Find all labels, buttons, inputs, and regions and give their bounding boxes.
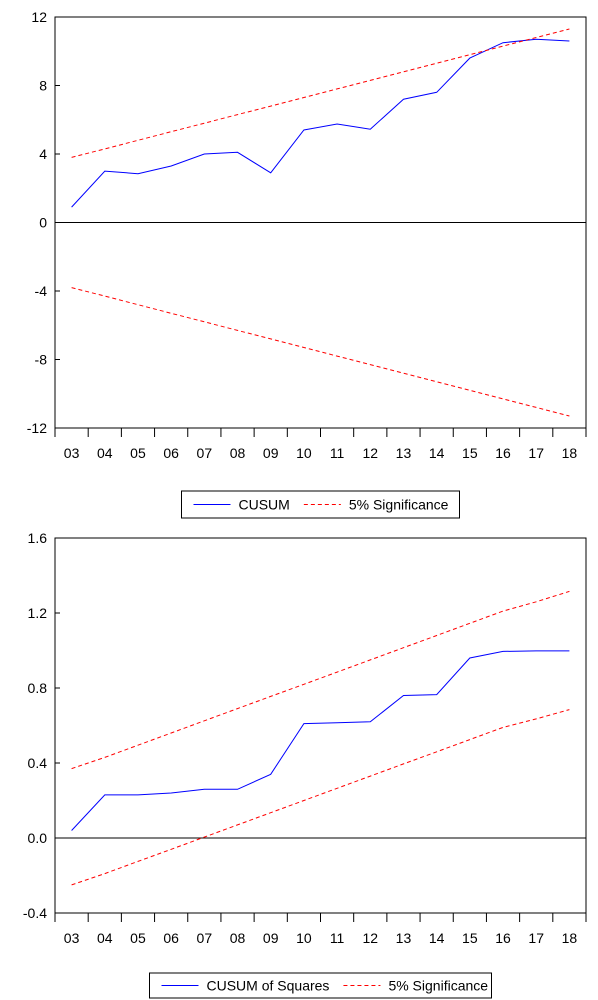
x-tick-label: 04 — [97, 445, 113, 461]
x-tick-label: 17 — [528, 445, 544, 461]
y-tick-label: 0.4 — [28, 755, 48, 771]
x-tick-label: 16 — [495, 930, 511, 946]
statistic-line — [71, 38, 570, 208]
y-tick-label: 0.0 — [28, 830, 48, 846]
x-tick-label: 11 — [330, 445, 345, 461]
x-tick-label: 18 — [562, 445, 578, 461]
legend-label: CUSUM of Squares — [207, 978, 330, 994]
upper-significance-line — [71, 28, 570, 158]
x-tick-label: 17 — [528, 930, 544, 946]
statistic-line — [71, 650, 570, 831]
y-tick-label: -12 — [27, 420, 47, 436]
upper-significance-line — [71, 590, 570, 770]
x-tick-label: 14 — [429, 930, 445, 946]
x-tick-label: 16 — [495, 445, 511, 461]
y-tick-label: 12 — [31, 9, 47, 25]
x-tick-label: 12 — [362, 445, 378, 461]
y-tick-label: -8 — [35, 352, 48, 368]
x-tick-label: 18 — [562, 930, 578, 946]
x-tick-label: 06 — [163, 445, 179, 461]
x-tick-label: 10 — [296, 445, 312, 461]
y-tick-label: 0 — [39, 215, 47, 231]
legend: CUSUM 5% Significance — [181, 490, 460, 519]
x-tick-label: 05 — [130, 445, 146, 461]
x-tick-label: 15 — [462, 930, 478, 946]
x-tick-label: 13 — [396, 930, 412, 946]
y-tick-label: 8 — [39, 78, 47, 94]
legend: CUSUM of Squares 5% Significance — [149, 972, 492, 999]
y-tick-label: 1.2 — [28, 605, 48, 621]
y-tick-label: 0.8 — [28, 680, 48, 696]
x-tick-label: 07 — [197, 930, 213, 946]
x-tick-label: 06 — [163, 930, 179, 946]
x-tick-label: 15 — [462, 445, 478, 461]
x-tick-label: 05 — [130, 930, 146, 946]
legend-label: 5% Significance — [349, 497, 449, 513]
x-tick-label: 09 — [263, 445, 279, 461]
plot-frame — [54, 537, 587, 914]
x-tick-label: 12 — [362, 930, 378, 946]
x-tick-label: 03 — [64, 445, 80, 461]
legend-label: CUSUM — [239, 497, 290, 513]
y-tick-label: -4 — [35, 283, 48, 299]
y-tick-label: -0.4 — [23, 905, 47, 921]
x-tick-label: 14 — [429, 445, 445, 461]
lower-significance-line — [71, 709, 570, 886]
x-tick-label: 09 — [263, 930, 279, 946]
x-tick-label: 04 — [97, 930, 113, 946]
legend-label: 5% Significance — [388, 978, 488, 994]
x-tick-label: 11 — [330, 930, 345, 946]
x-tick-label: 03 — [64, 930, 80, 946]
x-tick-label: 08 — [230, 445, 246, 461]
y-tick-label: 1.6 — [28, 530, 48, 546]
x-tick-label: 13 — [396, 445, 412, 461]
x-tick-label: 08 — [230, 930, 246, 946]
x-tick-label: 07 — [197, 445, 213, 461]
y-tick-label: 4 — [39, 146, 47, 162]
x-tick-label: 10 — [296, 930, 312, 946]
legend-box — [149, 972, 492, 999]
cusum-squares-chart: 1.6 1.2 0.8 0.4 0.0 -0.4 03 04 05 06 07 08 09 10 11 12 1… — [23, 530, 587, 999]
cusum-chart: 12 8 4 0 -4 -8 -12 03 04 05 06 07 08 09 10 11 12 13 14 15 16… — [27, 9, 587, 519]
lower-significance-line — [71, 287, 570, 417]
